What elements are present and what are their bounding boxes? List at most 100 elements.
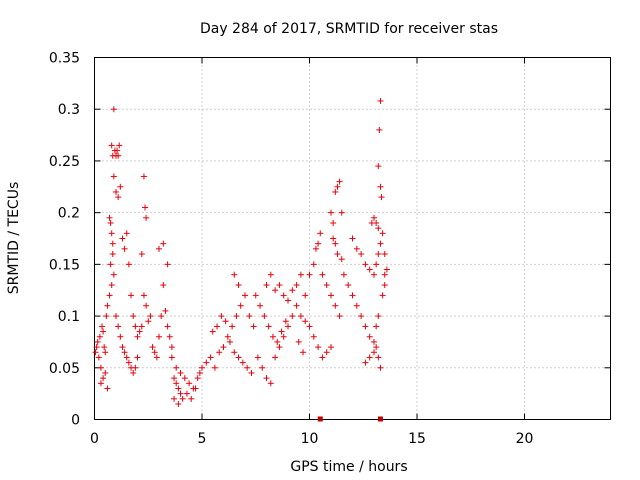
data-point [116,142,123,149]
data-point [229,323,236,330]
data-point [117,183,124,190]
data-point [295,338,302,345]
data-point [226,338,233,345]
data-point [143,302,150,309]
data-point [166,333,173,340]
data-point [114,147,121,154]
data-point [106,292,113,299]
data-point [175,385,182,392]
data-point [216,349,223,356]
data-point [373,344,380,351]
data-point [136,328,143,335]
data-point [310,261,317,268]
y-tick-label: 0.35 [49,51,80,67]
data-point [358,251,365,258]
data-point [160,240,167,247]
data-point [267,380,274,387]
data-point [319,354,326,361]
data-point [94,338,101,345]
data-point [278,328,285,335]
data-point [336,313,343,320]
data-point [175,400,182,407]
data-point [285,323,291,330]
plot-frame [94,57,611,420]
x-tick-label: 15 [408,431,426,447]
data-point [297,313,304,320]
data-point [237,302,244,309]
data-point [99,323,106,330]
y-tick-label: 0.3 [58,102,80,118]
data-point [269,333,276,340]
data-point [248,369,255,376]
data-point [376,126,383,133]
data-point [138,323,145,330]
data-point [340,271,347,278]
data-point [153,354,160,361]
data-point [379,230,386,237]
x-axis-label: GPS time / hours [290,459,407,475]
data-point [151,349,158,356]
data-point [147,313,154,320]
data-point [254,354,261,361]
data-point [233,313,240,320]
data-point [119,235,126,242]
data-point [353,302,360,309]
data-point [328,209,334,216]
data-point [306,271,313,278]
data-point [330,235,337,242]
data-point [209,328,216,335]
data-point [164,261,171,268]
data-point [302,318,309,325]
axis-markers [317,416,383,422]
data-point [109,251,116,258]
data-point [276,282,283,289]
data-point [100,328,107,335]
data-point [192,385,199,392]
x-tick-label: 5 [198,431,207,447]
data-point [371,271,377,278]
data-point [297,271,304,278]
data-point [362,323,369,330]
data-point [323,349,330,356]
data-point [250,323,257,330]
data-point [375,354,382,361]
data-point [194,375,201,382]
data-point [121,349,128,356]
data-point [125,261,132,268]
data-point [109,240,116,247]
data-point [207,354,214,361]
data-point [115,323,122,330]
data-point [156,245,162,252]
data-point [371,349,377,356]
data-point [96,333,103,340]
x-tick-label: 0 [90,431,99,447]
data-point [231,349,238,356]
data-point [377,364,384,371]
data-point [371,338,377,345]
data-point [267,271,274,278]
data-point [282,318,289,325]
data-point [100,375,107,382]
data-point [162,307,169,314]
data-point [108,142,115,149]
data-points [92,97,390,407]
data-point [334,251,341,258]
data-point [102,369,109,376]
x-tick-label: 20 [516,431,534,447]
data-point [92,349,99,356]
data-point [123,354,130,361]
data-point [199,364,205,371]
data-point [110,173,117,180]
data-point [244,364,251,371]
data-point [263,282,270,289]
data-point [97,380,104,387]
data-point [110,106,117,113]
data-point [375,313,382,320]
data-point [328,292,334,299]
data-point [224,333,231,340]
data-point [168,354,175,361]
grid-lines [94,57,611,420]
data-point [317,230,324,237]
data-point [315,240,322,247]
data-point [338,256,345,263]
